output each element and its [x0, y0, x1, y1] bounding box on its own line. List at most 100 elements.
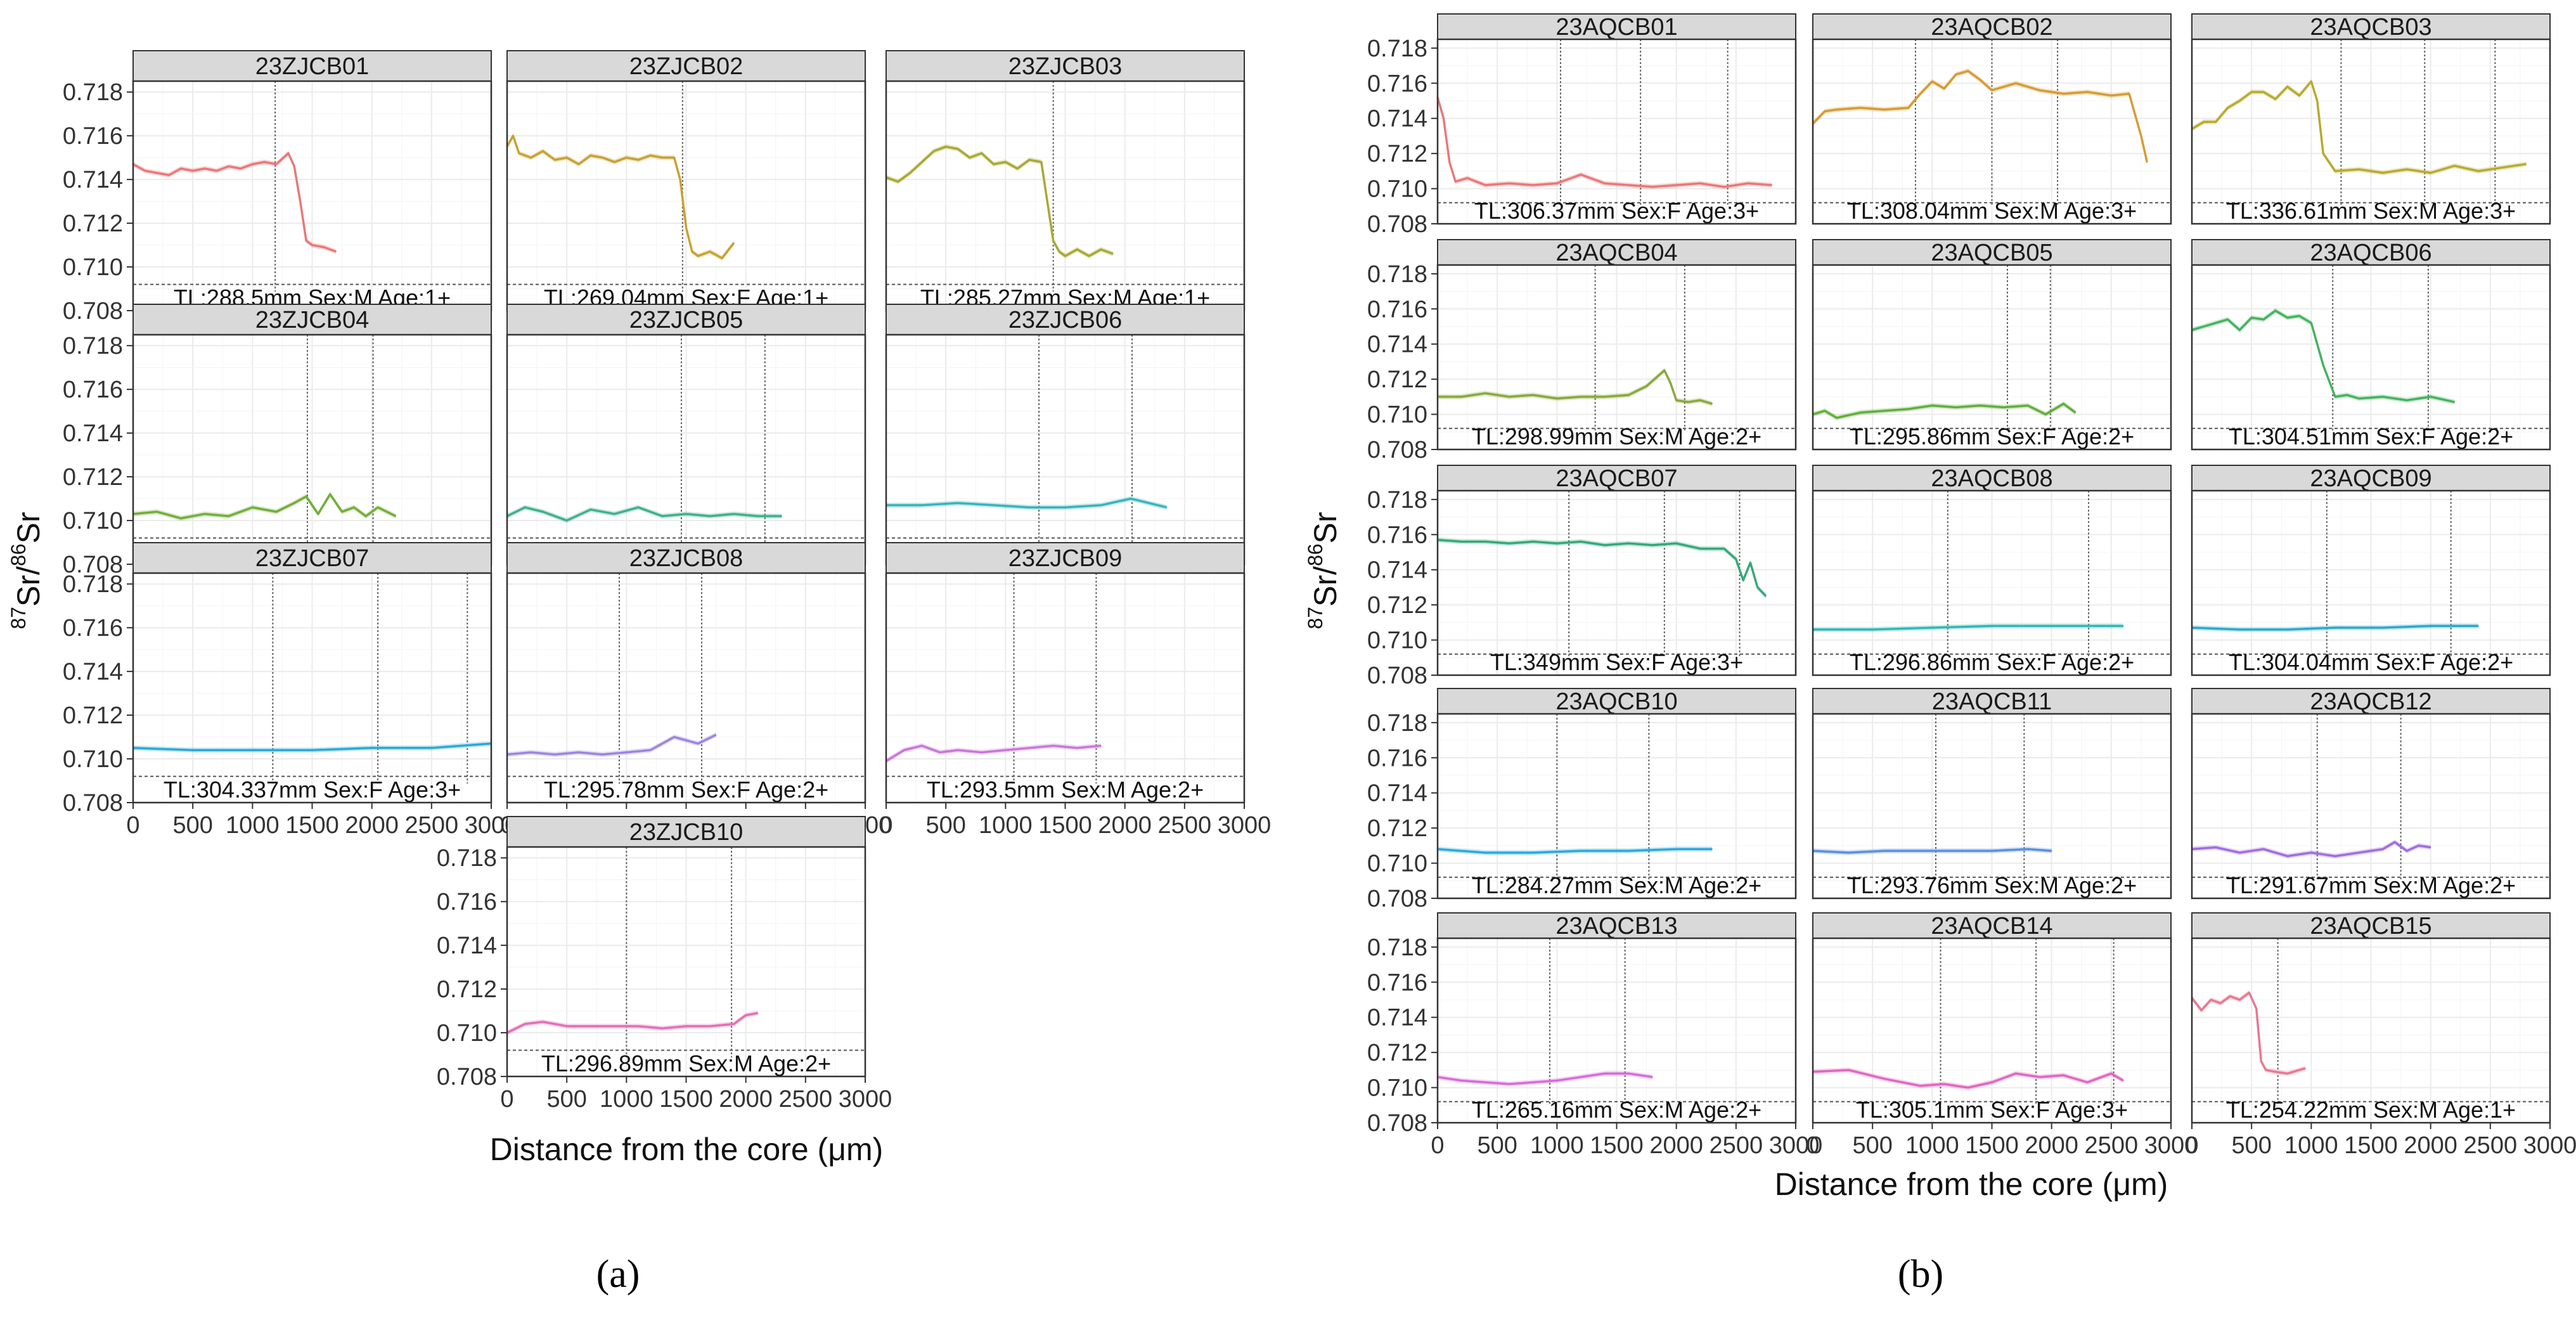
- data-point: [2275, 310, 2276, 311]
- data-point: [252, 749, 254, 751]
- tl-label: TL:295.86mm Sex:F Age:2+: [1850, 423, 2134, 449]
- data-point: [311, 244, 313, 246]
- tl-label: TL:265.16mm Sex:M Age:2+: [1472, 1097, 1761, 1123]
- data-point: [1979, 79, 1981, 81]
- tl-label: TL:305.1mm Sex:F Age:3+: [1856, 1097, 2128, 1123]
- data-point: [323, 247, 325, 248]
- data-point: [2263, 91, 2264, 93]
- x-tick-label: 1000: [2284, 1132, 2338, 1159]
- data-point: [2203, 121, 2205, 123]
- data-point: [2051, 625, 2052, 627]
- y-tick-label: 0.718: [1367, 710, 1427, 737]
- data-point: [2310, 81, 2312, 82]
- data-point: [2275, 1071, 2276, 1073]
- data-point: [228, 515, 229, 517]
- data-point: [1130, 498, 1131, 500]
- data-point: [1907, 408, 1909, 410]
- data-point: [1556, 183, 1558, 184]
- y-tick-label: 0.710: [63, 508, 123, 534]
- panel-23AQCB12: 23AQCB12 TL:291.67mm Sex:M Age:2+: [2191, 688, 2551, 900]
- tl-label: TL:295.78mm Sex:F Age:2+: [544, 777, 828, 803]
- data-point: [306, 240, 307, 242]
- data-point: [1884, 410, 1885, 411]
- data-point: [1884, 109, 1885, 110]
- figure-label-b: (b): [1898, 1253, 1943, 1296]
- panel-strip: [1437, 688, 1796, 714]
- data-point: [981, 751, 982, 753]
- y-tick-label: 0.708: [1367, 211, 1427, 238]
- data-point: [781, 515, 782, 517]
- data-point: [542, 150, 544, 152]
- x-tick-label: 500: [925, 812, 965, 839]
- gridlines: [1437, 39, 1796, 224]
- data-point: [2316, 100, 2318, 101]
- data-point: [2087, 91, 2088, 93]
- y-tick-label: 0.708: [63, 298, 123, 325]
- data-point: [2286, 629, 2288, 630]
- data-point: [2310, 852, 2312, 853]
- panel-border: [1812, 38, 2172, 225]
- x-tick-label: 2000: [2404, 1132, 2457, 1159]
- data-point: [650, 155, 651, 157]
- tl-label: TL:291.67mm Sex:M Age:2+: [2226, 872, 2516, 898]
- data-point: [957, 148, 958, 150]
- data-point: [2239, 999, 2241, 1000]
- x-tick-label: 1500: [2344, 1132, 2398, 1159]
- confidence-band: [2192, 308, 2455, 405]
- y-tick-label: 0.712: [63, 464, 123, 491]
- data-point: [377, 507, 378, 508]
- data-point: [2525, 163, 2527, 165]
- data-point: [685, 513, 687, 515]
- x-tick-label: 3000: [839, 1086, 892, 1113]
- x-tick-label: 2000: [1098, 812, 1152, 839]
- data-point: [1756, 586, 1758, 588]
- data-point: [1460, 1080, 1462, 1082]
- data-point: [2334, 171, 2336, 172]
- data-point: [1919, 93, 1921, 94]
- panel-border: [1436, 489, 1797, 676]
- data-point: [2286, 86, 2288, 87]
- data-point: [721, 257, 723, 259]
- panel-23AQCB14: 23AQCB14 TL:305.1mm Sex:F Age:3+ 0 500 1000 1…: [1806, 912, 2198, 1159]
- panel-23ZJCB09: 23ZJCB09 TL:293.5mm Sex:M Age:2+ 0 500 1000 1…: [879, 542, 1271, 839]
- confidence-band: [507, 1011, 758, 1036]
- data-point: [2286, 317, 2288, 318]
- tl-label: TL:349mm Sex:F Age:3+: [1490, 649, 1743, 675]
- data-point: [524, 507, 526, 508]
- panel-title: 23AQCB03: [2310, 14, 2431, 41]
- panel-strip: [886, 304, 1245, 335]
- data-point: [2260, 1061, 2262, 1062]
- data-point: [2430, 396, 2431, 397]
- data-point: [679, 179, 681, 180]
- series-line: [506, 733, 717, 756]
- data-point: [2215, 322, 2217, 324]
- data-point: [1711, 403, 1713, 404]
- panel-title: 23ZJCB10: [629, 819, 744, 846]
- data-point: [1064, 507, 1066, 508]
- series-line: [1812, 848, 2052, 854]
- panel-title: 23AQCB12: [2310, 688, 2431, 715]
- data-point: [1664, 370, 1665, 371]
- panel-title: 23AQCB05: [1931, 240, 2052, 266]
- panel-title: 23ZJCB04: [255, 307, 370, 333]
- data-point: [1604, 183, 1606, 184]
- data-point: [2406, 169, 2407, 170]
- data-point: [1955, 406, 1957, 408]
- data-point: [2430, 172, 2431, 174]
- data-point: [2358, 852, 2360, 853]
- data-point: [240, 168, 242, 169]
- data-point: [2310, 322, 2312, 324]
- data-point: [306, 496, 307, 497]
- data-point: [329, 493, 331, 495]
- data-point: [1884, 1078, 1885, 1080]
- y-tick-label: 0.716: [63, 123, 123, 150]
- data-point: [2305, 1068, 2306, 1069]
- panel-title: 23ZJCB02: [629, 53, 744, 80]
- data-point: [1064, 255, 1066, 257]
- data-point: [2111, 1073, 2112, 1075]
- y-tick-label: 0.718: [437, 845, 497, 872]
- y-tick-label: 0.712: [1367, 366, 1427, 393]
- y-tick-label: 0.716: [1367, 969, 1427, 996]
- tl-label: TL:284.27mm Sex:M Age:2+: [1472, 872, 1761, 898]
